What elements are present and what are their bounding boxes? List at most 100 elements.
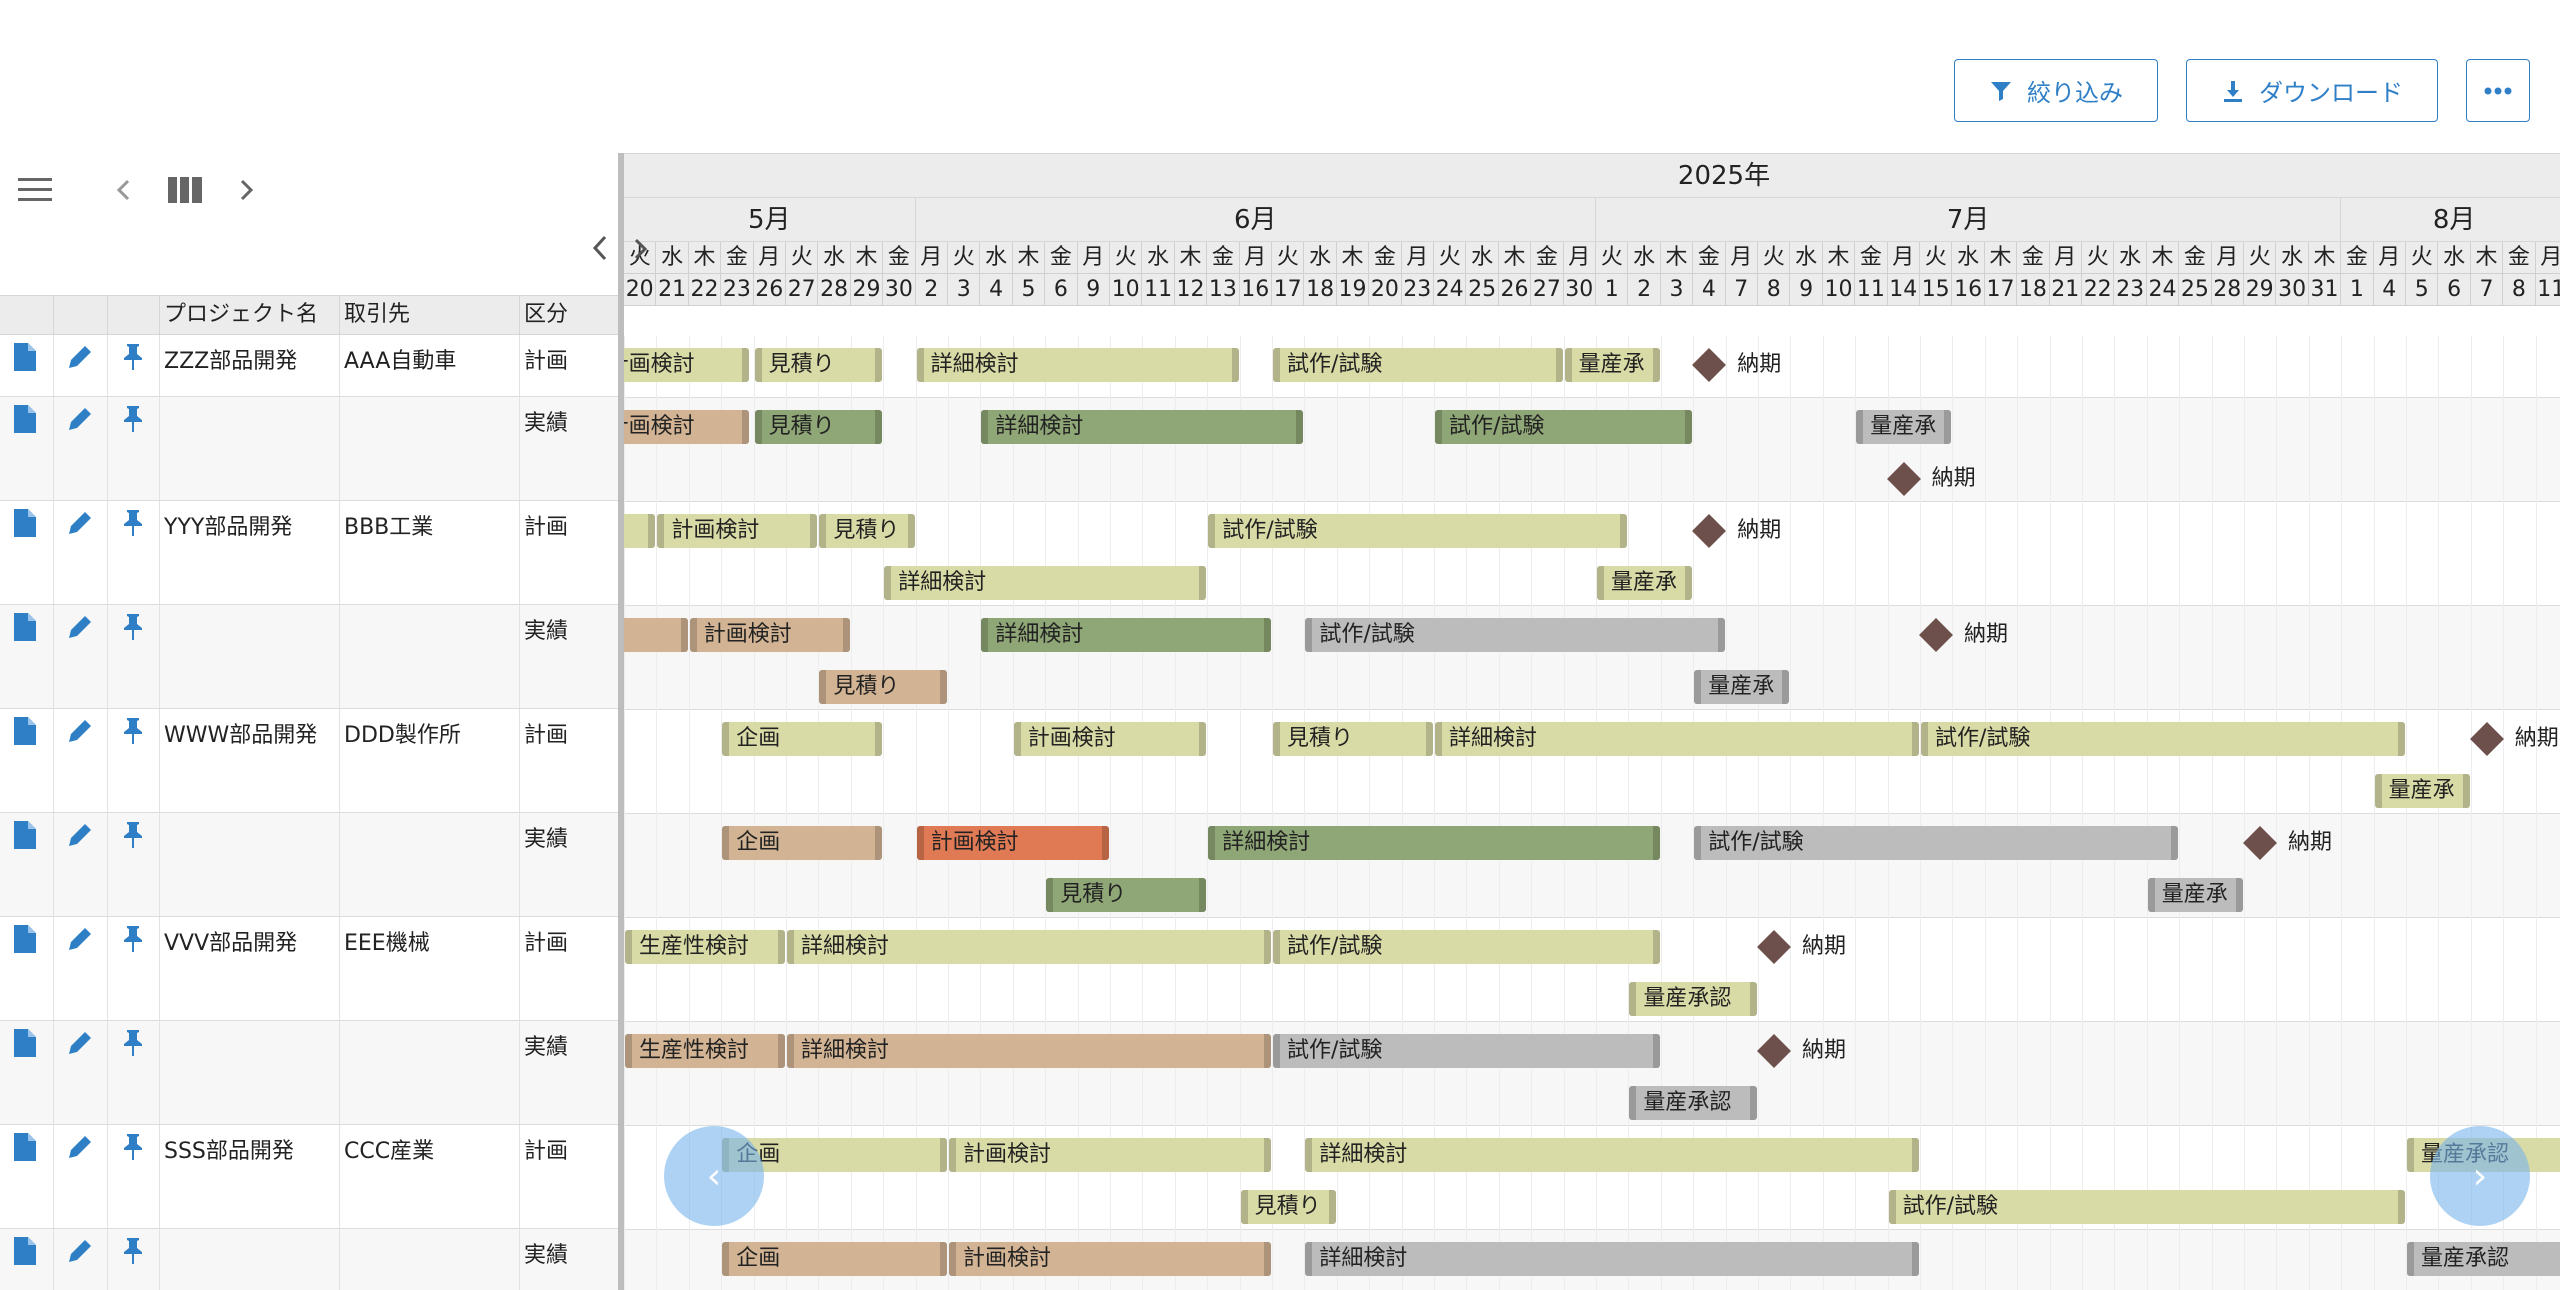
edit-icon[interactable]	[66, 405, 94, 437]
task-bar[interactable]: 計画検討	[949, 1138, 1271, 1172]
download-button[interactable]: ダウンロード	[2186, 59, 2438, 122]
file-icon[interactable]	[14, 405, 36, 437]
file-icon[interactable]	[14, 509, 36, 541]
pin-icon[interactable]	[122, 1029, 144, 1061]
edit-icon[interactable]	[66, 343, 94, 375]
task-bar[interactable]: 詳細検討	[1208, 826, 1660, 860]
scroll-right-button[interactable]: ›	[2430, 1126, 2530, 1226]
chevron-right-icon[interactable]	[240, 179, 254, 201]
task-bar[interactable]: 詳細検討	[787, 930, 1271, 964]
pin-icon[interactable]	[122, 343, 144, 375]
edit-icon[interactable]	[66, 717, 94, 749]
edit-icon[interactable]	[66, 925, 94, 957]
pin-icon[interactable]	[122, 925, 144, 957]
day-cell: 26	[753, 274, 786, 306]
timeline-prev-icon[interactable]	[634, 238, 648, 260]
task-bar[interactable]: 量産承	[1597, 566, 1693, 600]
task-bar[interactable]: 詳細検討	[787, 1034, 1271, 1068]
task-bar[interactable]: 計画検討	[657, 514, 818, 548]
task-bar[interactable]: 見積り	[819, 670, 947, 704]
cell-client: AAA自動車	[340, 335, 520, 396]
edit-icon[interactable]	[66, 1237, 94, 1269]
more-options-button[interactable]	[2466, 59, 2530, 122]
menu-icon[interactable]	[18, 177, 52, 203]
task-bar[interactable]: 試作/試験	[1694, 826, 2179, 860]
task-bar[interactable]: 試作/試験	[1435, 410, 1693, 444]
file-icon[interactable]	[14, 925, 36, 957]
columns-icon[interactable]	[168, 177, 202, 203]
file-icon[interactable]	[14, 343, 36, 375]
task-bar[interactable]: 計画検討	[624, 348, 750, 382]
task-bar[interactable]: 試作/試験	[1273, 348, 1563, 382]
task-bar[interactable]: 計画検討	[689, 618, 850, 652]
task-bar[interactable]: 量産承	[2374, 774, 2470, 808]
task-bar[interactable]: 企画	[722, 1242, 947, 1276]
task-bar[interactable]: 量産承	[1564, 348, 1660, 382]
pane-splitter[interactable]	[618, 153, 624, 1290]
task-bar[interactable]: 量産承	[2147, 878, 2243, 912]
header-client[interactable]: 取引先	[340, 296, 520, 334]
file-icon[interactable]	[14, 1237, 36, 1269]
chevron-left-icon[interactable]	[116, 179, 130, 201]
task-bar[interactable]: 詳細検討	[884, 566, 1207, 600]
edit-icon[interactable]	[66, 1029, 94, 1061]
task-bar[interactable]: 見積り	[754, 348, 883, 382]
task-bar[interactable]: 見積り	[1046, 878, 1207, 912]
day-cell: 22	[688, 274, 722, 306]
task-bar[interactable]: 試作/試験	[1208, 514, 1628, 548]
file-icon[interactable]	[14, 821, 36, 853]
task-bar[interactable]: 詳細検討	[1435, 722, 1919, 756]
file-icon[interactable]	[14, 717, 36, 749]
task-bar[interactable]: 試作/試験	[1888, 1190, 2405, 1224]
header-kind[interactable]: 区分	[520, 296, 620, 334]
task-bar[interactable]: 見積り	[819, 514, 915, 548]
task-bar[interactable]: 企画	[722, 826, 883, 860]
task-bar[interactable]: 企画	[722, 722, 883, 756]
task-bar[interactable]: 試作/試験	[1305, 618, 1725, 652]
task-bar[interactable]: 試作/試験	[1921, 722, 2405, 756]
edit-icon[interactable]	[66, 821, 94, 853]
task-bar[interactable]: 見積り	[1273, 722, 1433, 756]
edit-icon[interactable]	[66, 509, 94, 541]
task-bar[interactable]: 量産承認	[1629, 1086, 1757, 1120]
pin-icon[interactable]	[122, 717, 144, 749]
task-bar[interactable]: 見積り	[754, 410, 883, 444]
task-bar[interactable]: 詳細検討	[981, 410, 1304, 444]
task-bar[interactable]: 計画検討	[624, 410, 750, 444]
file-icon[interactable]	[14, 1133, 36, 1165]
file-icon[interactable]	[14, 613, 36, 645]
task-bar[interactable]: 計画検討	[949, 1242, 1271, 1276]
task-bar[interactable]: 詳細検討	[916, 348, 1239, 382]
weekday-cell: 金	[883, 242, 916, 274]
task-bar[interactable]: 詳細検討	[1305, 1242, 1919, 1276]
task-bar[interactable]: 量産承	[1856, 410, 1952, 444]
edit-icon[interactable]	[66, 1133, 94, 1165]
task-bar[interactable]: 生産性検討	[625, 1034, 785, 1068]
task-bar[interactable]: 量産承認	[2407, 1242, 2560, 1276]
task-bar[interactable]: 計画検討	[1013, 722, 1207, 756]
task-bar[interactable]: 生産性検討	[625, 930, 785, 964]
pin-icon[interactable]	[122, 405, 144, 437]
pin-icon[interactable]	[122, 821, 144, 853]
task-bar[interactable]: 量産承認	[1629, 982, 1757, 1016]
header-project[interactable]: プロジェクト名	[160, 296, 340, 334]
pin-icon[interactable]	[122, 1133, 144, 1165]
pin-icon[interactable]	[122, 1237, 144, 1269]
task-bar[interactable]: 詳細検討	[981, 618, 1271, 652]
edit-icon[interactable]	[66, 613, 94, 645]
task-bar[interactable]: 試作/試験	[1273, 930, 1660, 964]
filter-button[interactable]: 絞り込み	[1954, 59, 2158, 122]
weekday-cell: 月	[2049, 242, 2082, 274]
pin-icon[interactable]	[122, 509, 144, 541]
task-bar[interactable]: 量産承	[1694, 670, 1790, 704]
collapse-left-icon[interactable]	[592, 235, 608, 261]
task-bar[interactable]: 見積り	[1240, 1190, 1336, 1224]
task-bar[interactable]: 計画検討	[916, 826, 1109, 860]
task-bar[interactable]	[624, 514, 656, 548]
task-bar[interactable]: 試作/試験	[1273, 1034, 1660, 1068]
task-bar[interactable]: 詳細検討	[1305, 1138, 1919, 1172]
scroll-left-button[interactable]: ‹	[664, 1126, 764, 1226]
task-bar[interactable]	[624, 618, 688, 652]
file-icon[interactable]	[14, 1029, 36, 1061]
pin-icon[interactable]	[122, 613, 144, 645]
